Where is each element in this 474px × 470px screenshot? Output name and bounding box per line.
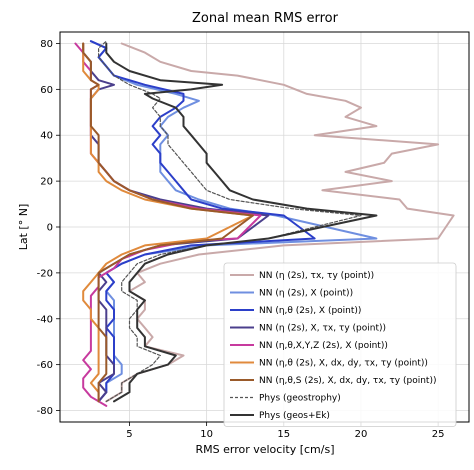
chart-title: Zonal mean RMS error — [192, 11, 339, 26]
series-line-0 — [105, 42, 455, 403]
y-tick-label: 80 — [40, 39, 53, 50]
series-line-6 — [82, 42, 254, 403]
y-tick-label: 60 — [40, 85, 53, 96]
legend-label: NN (η (2s), τx, τy (point)) — [259, 271, 374, 281]
series-line-8 — [105, 42, 378, 403]
legend-label: NN (η,θ (2s), X (point)) — [259, 306, 361, 316]
legend-box — [223, 262, 457, 427]
y-axis-ticks: -80 -60 -40 -20 0 20 40 60 80 — [37, 39, 60, 417]
legend-label: NN (η,θ (2s), X, dx, dy, τx, τy (point)) — [259, 359, 428, 369]
y-tick-label: 0 — [47, 223, 53, 234]
series-line-2 — [89, 40, 316, 403]
x-tick-label: 15 — [277, 429, 290, 440]
x-axis-title: RMS error velocity [cm/s] — [195, 443, 334, 456]
y-tick-label: -20 — [37, 268, 53, 279]
y-tick-label: -60 — [37, 360, 53, 371]
y-tick-label: -80 — [37, 406, 53, 417]
series-group — [74, 40, 455, 407]
x-tick-label: 20 — [355, 429, 368, 440]
y-tick-label: 20 — [40, 177, 53, 188]
legend: NN (η (2s), τx, τy (point)) NN (η (2s), X… — [223, 262, 457, 427]
legend-label: NN (η,θ,S (2s), X, dx, dy, τx, τy (point… — [259, 376, 436, 386]
x-tick-label: 25 — [432, 429, 445, 440]
legend-label: Phys (geostrophy) — [259, 394, 341, 404]
legend-label: Phys (geos+Ek) — [259, 411, 330, 421]
series-line-7 — [97, 40, 362, 402]
legend-label: NN (η (2s), X, τx, τy (point)) — [259, 324, 386, 334]
y-axis-title: Lat [° N] — [17, 204, 30, 251]
y-tick-label: 40 — [40, 131, 53, 142]
legend-label: NN (η,θ,X,Y,Z (2s), X (point)) — [259, 341, 388, 351]
x-tick-label: 10 — [200, 429, 213, 440]
legend-label: NN (η (2s), X (point)) — [259, 289, 353, 299]
x-tick-label: 5 — [126, 429, 132, 440]
y-tick-label: -40 — [37, 314, 53, 325]
